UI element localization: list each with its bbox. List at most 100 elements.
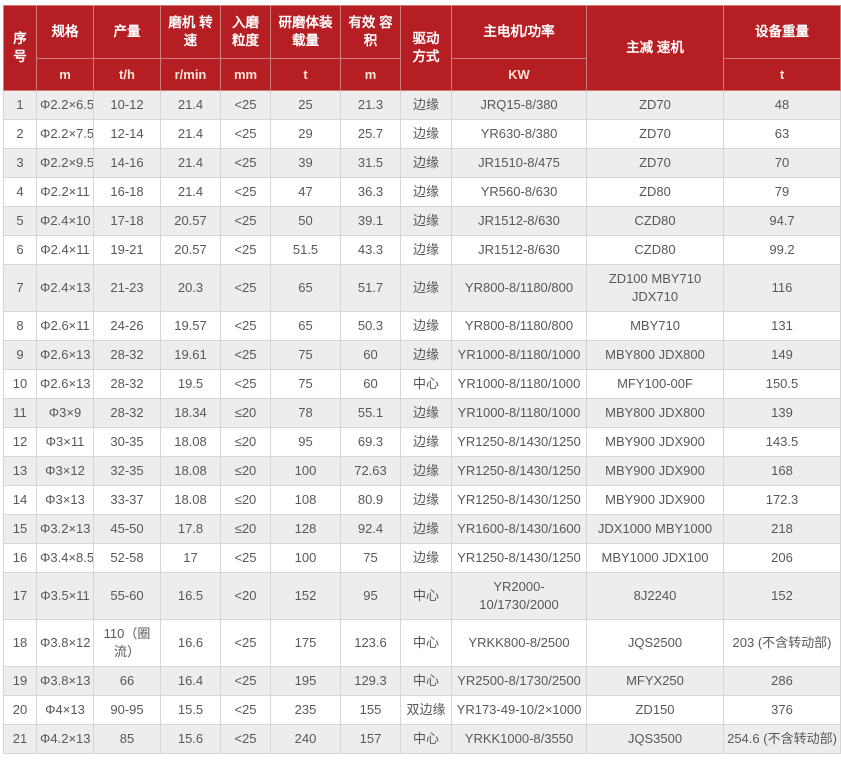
table-header: 序号 规格 产量 磨机 转速 入磨 粒度 研磨体装载量 有效 容积 驱动 方式 …: [3, 5, 841, 91]
cell-reducer: MBY900 JDX900: [586, 456, 724, 486]
unit-header-motor: KW: [451, 58, 587, 91]
cell-reducer: ZD150: [586, 695, 724, 725]
cell-reducer: ZD70: [586, 148, 724, 178]
cell-speed: 19.57: [160, 311, 221, 341]
cell-reducer: MBY800 JDX800: [586, 340, 724, 370]
cell-reducer: JQS3500: [586, 724, 724, 754]
cell-output: 19-21: [93, 235, 161, 265]
cell-weight: 131: [723, 311, 841, 341]
cell-output: 52-58: [93, 543, 161, 573]
cell-feed-size: <25: [220, 311, 271, 341]
cell-output: 33-37: [93, 485, 161, 515]
table-row: 19 Φ3.8×13 66 16.4 <25 195 129.3 中心 YR2500-8/173…: [3, 666, 841, 696]
cell-motor: YR2000-10/1730/2000: [451, 572, 587, 620]
cell-no: 14: [3, 485, 37, 515]
cell-volume: 123.6: [340, 619, 401, 667]
cell-drive: 边缘: [400, 485, 452, 515]
cell-output: 28-32: [93, 398, 161, 428]
table-body: 1 Φ2.2×6.5 10-12 21.4 <25 25 21.3 边缘 JRQ15-8/380…: [3, 90, 841, 754]
cell-spec: Φ3×11: [36, 427, 94, 457]
cell-weight: 206: [723, 543, 841, 573]
cell-reducer: CZD80: [586, 235, 724, 265]
cell-output: 17-18: [93, 206, 161, 236]
cell-spec: Φ3×13: [36, 485, 94, 515]
cell-reducer: JQS2500: [586, 619, 724, 667]
cell-feed-size: <25: [220, 543, 271, 573]
cell-reducer: ZD70: [586, 90, 724, 120]
cell-output: 66: [93, 666, 161, 696]
cell-motor: JRQ15-8/380: [451, 90, 587, 120]
cell-no: 17: [3, 572, 37, 620]
cell-reducer: ZD80: [586, 177, 724, 207]
cell-volume: 72.63: [340, 456, 401, 486]
cell-drive: 边缘: [400, 148, 452, 178]
cell-speed: 15.5: [160, 695, 221, 725]
cell-speed: 21.4: [160, 90, 221, 120]
cell-reducer: MBY800 JDX800: [586, 398, 724, 428]
cell-motor: YR173-49-10/2×1000: [451, 695, 587, 725]
cell-speed: 17: [160, 543, 221, 573]
cell-media-load: 195: [270, 666, 341, 696]
cell-output: 90-95: [93, 695, 161, 725]
cell-feed-size: <25: [220, 619, 271, 667]
cell-feed-size: <25: [220, 206, 271, 236]
cell-motor: YR1000-8/1180/1000: [451, 369, 587, 399]
cell-media-load: 75: [270, 340, 341, 370]
cell-speed: 21.4: [160, 148, 221, 178]
col-header-reducer: 主减 速机: [586, 5, 724, 91]
cell-weight: 149: [723, 340, 841, 370]
cell-no: 4: [3, 177, 37, 207]
cell-speed: 15.6: [160, 724, 221, 754]
cell-no: 1: [3, 90, 37, 120]
cell-drive: 边缘: [400, 264, 452, 312]
cell-drive: 中心: [400, 572, 452, 620]
cell-no: 9: [3, 340, 37, 370]
unit-header-output: t/h: [93, 58, 161, 91]
cell-motor: YR560-8/630: [451, 177, 587, 207]
cell-feed-size: ≤20: [220, 398, 271, 428]
cell-volume: 157: [340, 724, 401, 754]
col-header-weight: 设备重量: [723, 5, 841, 59]
cell-reducer: MBY710: [586, 311, 724, 341]
table-row: 11 Φ3×9 28-32 18.34 ≤20 78 55.1 边缘 YR1000-8/1180…: [3, 398, 841, 428]
cell-reducer: ZD100 MBY710 JDX710: [586, 264, 724, 312]
cell-volume: 21.3: [340, 90, 401, 120]
table-row: 7 Φ2.4×13 21-23 20.3 <25 65 51.7 边缘 YR800-8/1180…: [3, 264, 841, 312]
cell-feed-size: ≤20: [220, 514, 271, 544]
cell-volume: 51.7: [340, 264, 401, 312]
cell-spec: Φ3.4×8.5: [36, 543, 94, 573]
cell-drive: 中心: [400, 619, 452, 667]
cell-speed: 17.8: [160, 514, 221, 544]
table-row: 20 Φ4×13 90-95 15.5 <25 235 155 双边缘 YR173-49-10/…: [3, 695, 841, 725]
cell-volume: 95: [340, 572, 401, 620]
cell-weight: 203 (不含转动部): [723, 619, 841, 667]
cell-speed: 20.57: [160, 235, 221, 265]
cell-media-load: 75: [270, 369, 341, 399]
cell-weight: 116: [723, 264, 841, 312]
table-row: 3 Φ2.2×9.5 14-16 21.4 <25 39 31.5 边缘 JR1510-8/47…: [3, 148, 841, 178]
cell-drive: 双边缘: [400, 695, 452, 725]
cell-speed: 18.08: [160, 485, 221, 515]
cell-speed: 20.57: [160, 206, 221, 236]
cell-volume: 69.3: [340, 427, 401, 457]
cell-speed: 19.61: [160, 340, 221, 370]
cell-speed: 20.3: [160, 264, 221, 312]
cell-feed-size: <25: [220, 177, 271, 207]
cell-output: 12-14: [93, 119, 161, 149]
cell-speed: 16.5: [160, 572, 221, 620]
cell-spec: Φ3.8×13: [36, 666, 94, 696]
cell-reducer: JDX1000 MBY1000: [586, 514, 724, 544]
cell-no: 10: [3, 369, 37, 399]
cell-drive: 中心: [400, 724, 452, 754]
col-header-volume: 有效 容积: [340, 5, 401, 59]
cell-feed-size: ≤20: [220, 456, 271, 486]
cell-drive: 边缘: [400, 311, 452, 341]
table-row: 10 Φ2.6×13 28-32 19.5 <25 75 60 中心 YR1000-8/1180…: [3, 369, 841, 399]
cell-spec: Φ2.6×13: [36, 369, 94, 399]
cell-spec: Φ2.4×11: [36, 235, 94, 265]
cell-motor: YR1250-8/1430/1250: [451, 456, 587, 486]
cell-weight: 376: [723, 695, 841, 725]
cell-weight: 168: [723, 456, 841, 486]
col-header-drive: 驱动 方式: [400, 5, 452, 91]
